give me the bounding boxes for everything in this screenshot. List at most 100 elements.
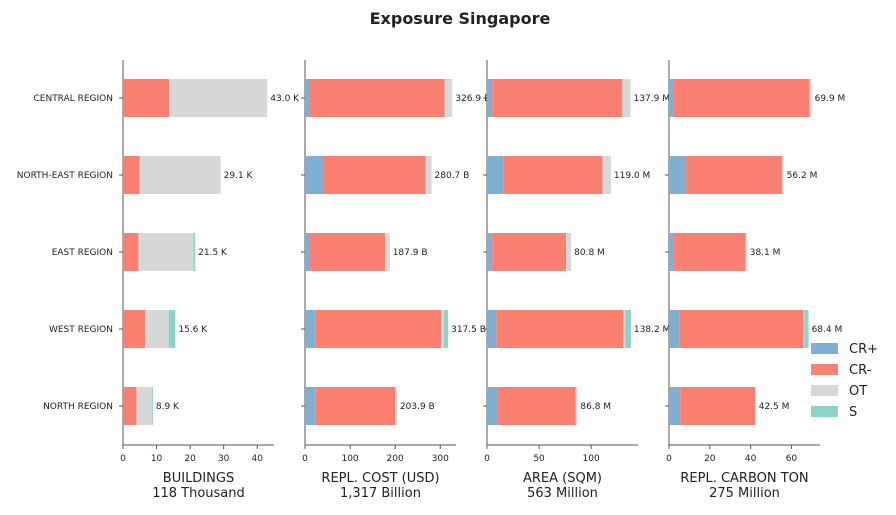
x-tick-label: 20 [704, 454, 716, 464]
bar-crplus [487, 387, 497, 425]
bar-total-label: 138.2 M [634, 325, 670, 335]
bar-total-label: 80.8 M [574, 248, 605, 258]
bar-ot [441, 310, 444, 348]
bar-crplus [669, 233, 674, 271]
region-label: EAST REGION [52, 248, 113, 258]
bar-ot [169, 79, 267, 117]
region-label: WEST REGION [49, 325, 113, 335]
x-tick-label: 0 [120, 454, 126, 464]
bar-total-label: 29.1 K [224, 171, 254, 181]
bar-crplus [487, 156, 504, 194]
chart-panels: CENTRAL REGION NORTH-EAST REGION EAST REGI… [17, 60, 846, 501]
x-tick-label: 100 [583, 454, 600, 464]
bar-crminus [316, 387, 395, 425]
bar-s [193, 233, 195, 271]
bar-total-label: 21.5 K [198, 248, 228, 258]
x-tick-label: 100 [341, 454, 358, 464]
x-tick-label: 30 [218, 454, 230, 464]
bar-crminus [504, 156, 603, 194]
bar-ot [566, 233, 571, 271]
bar-total-label: 15.6 K [178, 325, 208, 335]
bar-total-label: 56.2 M [787, 171, 818, 181]
legend-swatch [811, 385, 838, 396]
bar-total-label: 8.9 K [156, 402, 180, 412]
bar-total-label: 38.1 M [750, 248, 781, 258]
bar-ot [576, 387, 578, 425]
bar-crplus [305, 79, 310, 117]
bar-crplus [487, 79, 492, 117]
x-axis-label: REPL. CARBON TON [680, 471, 808, 486]
bar-ot [395, 387, 397, 425]
legend-swatch [811, 406, 838, 417]
bar-crplus [305, 156, 323, 194]
bar-ot [804, 310, 805, 348]
bar-crminus [316, 310, 441, 348]
bar-crminus [323, 156, 426, 194]
bar-crminus [310, 233, 386, 271]
bar-crminus [679, 310, 803, 348]
x-tick-label: 60 [786, 454, 798, 464]
bar-crminus [680, 387, 755, 425]
bar-total-label: 69.9 M [815, 94, 846, 104]
bar-ot [810, 79, 812, 117]
bar-total-label: 43.0 K [270, 94, 300, 104]
bar-crminus [492, 79, 622, 117]
x-tick-label: 0 [666, 454, 672, 464]
chart-legend: CR+ CR- OT S [811, 342, 878, 420]
x-tick-label: 0 [302, 454, 308, 464]
x-tick-label: 20 [184, 454, 196, 464]
bar-crminus [673, 79, 810, 117]
bar-total-label: 326.9 B [455, 94, 490, 104]
bar-ot [622, 79, 630, 117]
bar-crplus [669, 156, 686, 194]
x-axis-sublabel: 275 Million [709, 486, 780, 501]
bar-total-label: 203.9 B [400, 402, 435, 412]
bar-total-label: 42.5 M [759, 402, 790, 412]
x-tick-label: 300 [432, 454, 449, 464]
bar-crplus [669, 310, 679, 348]
bar-ot [145, 310, 168, 348]
x-axis-sublabel: 563 Million [527, 486, 598, 501]
bar-crminus [123, 387, 136, 425]
bar-ot [623, 310, 625, 348]
region-label: NORTH-EAST REGION [17, 171, 113, 181]
bar-crminus [497, 387, 575, 425]
bar-ot [746, 233, 747, 271]
bar-ot [140, 156, 221, 194]
bar-total-label: 86.8 M [580, 402, 611, 412]
bar-crminus [674, 233, 745, 271]
x-tick-label: 200 [387, 454, 404, 464]
bar-s [804, 310, 808, 348]
x-axis-label: BUILDINGS [163, 471, 234, 486]
bar-ot [385, 233, 389, 271]
bar-crminus [496, 310, 623, 348]
bar-crplus [305, 233, 310, 271]
region-label: CENTRAL REGION [33, 94, 113, 104]
bar-s [169, 310, 176, 348]
bar-ot [136, 387, 151, 425]
bar-s [444, 310, 448, 348]
legend-label: CR+ [849, 342, 878, 357]
bar-ot [782, 156, 783, 194]
legend-swatch [811, 343, 838, 354]
bar-ot [445, 79, 453, 117]
bar-crplus [487, 233, 492, 271]
legend-label: OT [849, 384, 867, 399]
x-axis-sublabel: 1,317 Billion [340, 486, 421, 501]
x-tick-label: 40 [251, 454, 263, 464]
chart-title: Exposure Singapore [370, 9, 551, 28]
legend-label: CR- [849, 363, 872, 378]
x-tick-label: 0 [484, 454, 490, 464]
bar-s [152, 387, 153, 425]
bar-crminus [123, 310, 145, 348]
x-axis-label: REPL. COST (USD) [321, 471, 439, 486]
legend-label: S [849, 405, 857, 420]
bar-crminus [492, 233, 566, 271]
bar-crplus [669, 387, 680, 425]
bar-crplus [305, 387, 316, 425]
x-tick-label: 40 [745, 454, 757, 464]
